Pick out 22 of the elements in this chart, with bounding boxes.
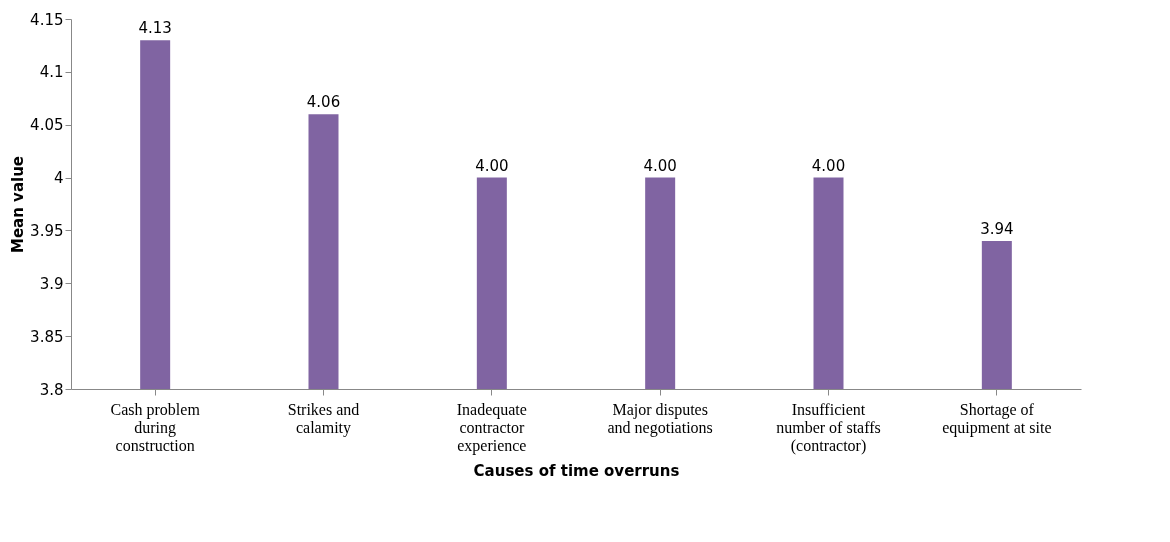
y-tick-label: 4.1 <box>39 63 64 82</box>
x-tick-label: Major disputes and negotiations <box>607 400 713 437</box>
x-axis-title: Causes of time overruns <box>473 461 680 480</box>
data-label: 4.00 <box>475 156 509 175</box>
x-tick-label: Inadequate contractor experience <box>456 400 527 455</box>
data-label: 4.00 <box>643 156 677 175</box>
data-label: 3.94 <box>980 220 1014 238</box>
data-label: 4.00 <box>811 156 846 175</box>
x-tick-label: Shortage of equipment at site <box>942 400 1052 437</box>
y-tick-label: 3.9 <box>39 274 64 293</box>
y-axis-title: Mean value <box>9 155 28 254</box>
y-tick-label: 3.8 <box>39 380 64 399</box>
y-tick-label: 4.15 <box>30 10 64 29</box>
x-tick-label: Cash problem during construction <box>110 400 201 454</box>
data-label: 4.06 <box>306 93 341 112</box>
y-tick-label: 3.95 <box>30 221 64 240</box>
y-tick-label: 3.85 <box>30 327 64 346</box>
x-tick-label: Insufficient number of staffs (contractor) <box>776 400 881 455</box>
data-label: 4.13 <box>138 19 172 38</box>
x-tick-label: Strikes and calamity <box>287 400 360 437</box>
y-tick-label: 4.05 <box>30 116 64 135</box>
y-tick-label: 4 <box>53 169 64 188</box>
